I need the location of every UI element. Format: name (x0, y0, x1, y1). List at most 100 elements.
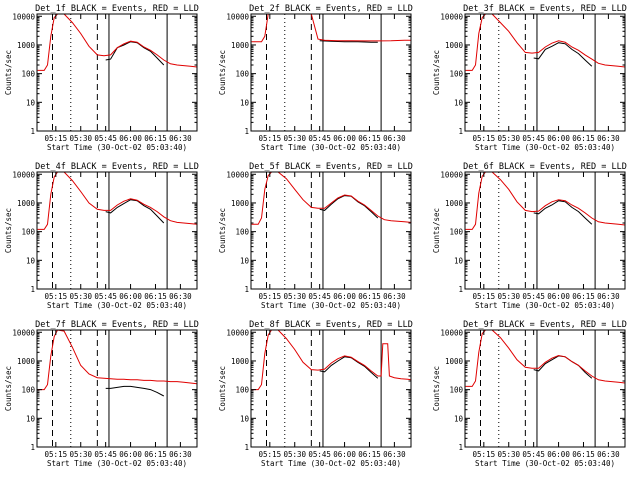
x-tick-label: 06:30 (383, 450, 406, 459)
y-tick-label: 1000 (445, 199, 464, 208)
y-tick-label: 1 (458, 443, 463, 452)
y-tick-label: 10000 (12, 12, 35, 21)
y-tick-label: 10 (454, 256, 464, 265)
y-tick-label: 10000 (12, 328, 35, 337)
x-tick-label: 06:15 (572, 450, 595, 459)
series-line-lld (465, 172, 625, 230)
x-tick-label: 06:00 (333, 134, 356, 143)
x-axis-label: Start Time (30-Oct-02 05:03:40) (261, 459, 401, 468)
panel-title: Det_1f BLACK = Events, RED = LLD (35, 4, 199, 14)
x-tick-label: 06:00 (333, 292, 356, 301)
x-tick-label: 05:30 (283, 134, 306, 143)
panel-title: Det_6f BLACK = Events, RED = LLD (463, 162, 627, 172)
x-axis-label: Start Time (30-Oct-02 05:03:40) (261, 143, 401, 152)
series-line-lld (465, 330, 625, 387)
x-tick-label: 05:15 (45, 134, 68, 143)
x-axis-label: Start Time (30-Oct-02 05:03:40) (47, 301, 187, 310)
y-tick-label: 1000 (231, 199, 250, 208)
y-tick-label: 100 (21, 386, 35, 395)
y-tick-label: 10 (454, 414, 464, 423)
x-tick-label: 06:30 (169, 134, 192, 143)
panel-2: Det_2f BLACK = Events, RED = LLD 1 10 100 10… (218, 4, 413, 152)
x-tick-label: 05:45 (522, 450, 545, 459)
y-tick-label: 1000 (231, 41, 250, 50)
series-line-events (533, 200, 593, 225)
x-tick-label: 05:30 (283, 292, 306, 301)
x-axis-label: Start Time (30-Oct-02 05:03:40) (47, 143, 187, 152)
series-line-lld (251, 330, 411, 391)
y-axis-label: Counts/sec (432, 50, 441, 95)
y-tick-label: 10000 (440, 170, 463, 179)
plot-frame (250, 171, 412, 290)
x-tick-label: 05:30 (497, 450, 520, 459)
y-tick-label: 1 (30, 443, 35, 452)
panel-title: Det_2f BLACK = Events, RED = LLD (249, 4, 413, 14)
x-tick-label: 06:00 (119, 450, 142, 459)
x-tick-label: 06:30 (169, 292, 192, 301)
y-tick-label: 1 (30, 127, 35, 136)
y-tick-label: 10000 (226, 170, 249, 179)
y-axis-label: Counts/sec (218, 208, 227, 253)
panel-title: Det_9f BLACK = Events, RED = LLD (463, 320, 627, 330)
panel-1: Det_1f BLACK = Events, RED = LLD 1 10 100 10… (4, 4, 199, 152)
plot-frame (464, 13, 626, 132)
x-tick-label: 05:30 (497, 292, 520, 301)
x-tick-label: 06:15 (358, 450, 381, 459)
series-line-events (319, 195, 379, 219)
series-line-events (319, 40, 378, 43)
x-tick-label: 05:30 (69, 450, 92, 459)
plot-frame (36, 13, 198, 132)
y-axis-label: Counts/sec (218, 50, 227, 95)
x-axis-label: Start Time (30-Oct-02 05:03:40) (475, 143, 615, 152)
x-tick-label: 06:15 (144, 134, 167, 143)
x-tick-label: 05:45 (308, 292, 331, 301)
x-tick-label: 06:00 (547, 134, 570, 143)
x-tick-label: 06:00 (547, 292, 570, 301)
plot-frame (250, 13, 412, 132)
y-tick-label: 100 (235, 70, 249, 79)
y-tick-label: 1000 (17, 41, 36, 50)
x-tick-label: 06:30 (383, 134, 406, 143)
y-tick-label: 10 (26, 414, 36, 423)
x-tick-label: 05:15 (259, 292, 282, 301)
y-tick-label: 10000 (12, 170, 35, 179)
y-tick-label: 1000 (445, 41, 464, 50)
y-tick-label: 1000 (445, 357, 464, 366)
y-tick-label: 100 (235, 228, 249, 237)
plot-frame (250, 329, 412, 448)
y-tick-label: 10 (240, 414, 250, 423)
panel-title: Det_5f BLACK = Events, RED = LLD (249, 162, 413, 172)
x-tick-label: 06:30 (597, 292, 620, 301)
y-tick-label: 1 (458, 285, 463, 294)
x-tick-label: 05:15 (473, 134, 496, 143)
x-tick-label: 06:00 (119, 134, 142, 143)
y-tick-label: 10000 (226, 328, 249, 337)
y-tick-label: 10 (26, 98, 36, 107)
y-tick-label: 10 (240, 256, 250, 265)
panel-title: Det_4f BLACK = Events, RED = LLD (35, 162, 199, 172)
y-tick-label: 100 (449, 228, 463, 237)
x-tick-label: 05:30 (497, 134, 520, 143)
plot-frame (36, 329, 198, 448)
x-tick-label: 05:30 (283, 450, 306, 459)
panel-title: Det_7f BLACK = Events, RED = LLD (35, 320, 199, 330)
x-tick-label: 05:30 (69, 292, 92, 301)
panel-9: Det_9f BLACK = Events, RED = LLD 1 10 100 10… (432, 320, 627, 468)
y-tick-label: 1 (244, 443, 249, 452)
x-tick-label: 06:15 (358, 134, 381, 143)
y-tick-label: 1 (30, 285, 35, 294)
y-tick-label: 10000 (440, 328, 463, 337)
y-tick-label: 1000 (17, 199, 36, 208)
x-tick-label: 06:30 (383, 292, 406, 301)
x-tick-label: 05:45 (522, 292, 545, 301)
plot-frame (464, 329, 626, 448)
x-axis-label: Start Time (30-Oct-02 05:03:40) (475, 459, 615, 468)
series-line-events (319, 356, 379, 379)
y-tick-label: 1 (244, 127, 249, 136)
panel-title: Det_3f BLACK = Events, RED = LLD (463, 4, 627, 14)
panel-3: Det_3f BLACK = Events, RED = LLD 1 10 100 10… (432, 4, 627, 152)
x-tick-label: 05:45 (94, 292, 117, 301)
y-tick-label: 100 (449, 70, 463, 79)
x-tick-label: 06:30 (597, 134, 620, 143)
